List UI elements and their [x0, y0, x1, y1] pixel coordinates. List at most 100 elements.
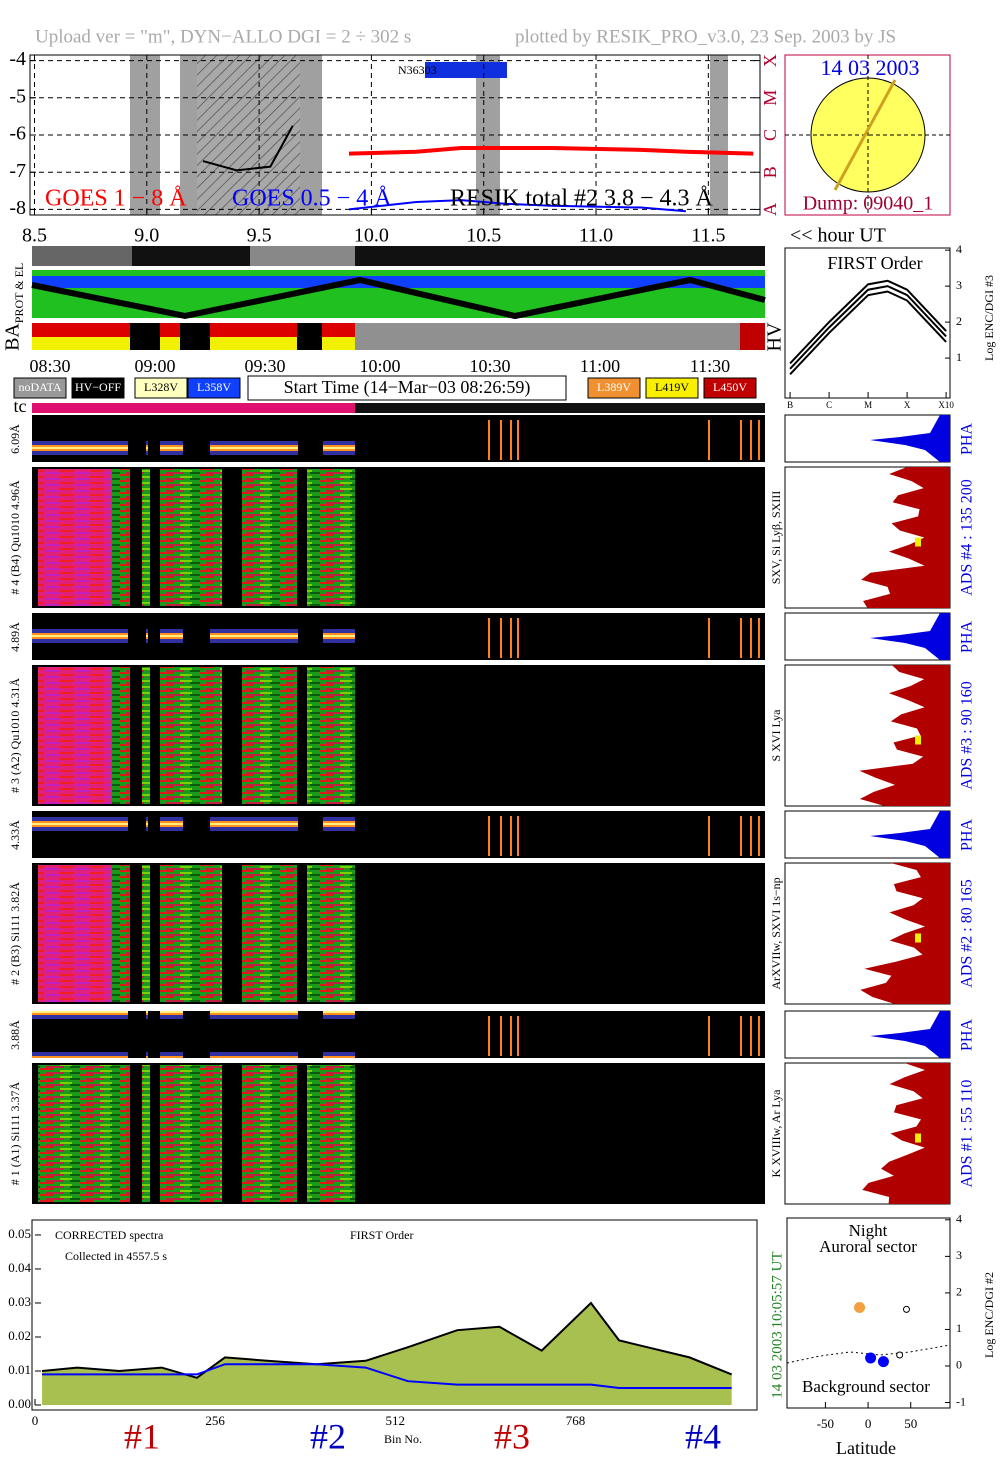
- spectrogram-data: [112, 667, 222, 804]
- y2-tick-label: A: [760, 203, 780, 216]
- x-tick-label: 9.0: [134, 225, 159, 247]
- pha-tick: [758, 618, 760, 658]
- time-label: 11:30: [690, 356, 730, 376]
- y-tick-label: -8: [9, 197, 26, 219]
- annotation: Auroral sector: [819, 1237, 917, 1256]
- tc-label: tc: [14, 396, 27, 416]
- pha-tick: [517, 1016, 519, 1056]
- pha-gap: [298, 613, 323, 660]
- pha-blank: [355, 415, 765, 462]
- channel-label: # 1 (A1) Si111 3.37Å: [8, 1081, 22, 1185]
- x-tick-label: 8.5: [22, 225, 47, 247]
- y-tick-label: 0.05: [8, 1226, 31, 1241]
- x-axis-label: << hour UT: [790, 225, 886, 247]
- ads-label: ADS #2 : 80 165: [959, 879, 976, 987]
- pha-gap: [183, 613, 210, 660]
- legend-entry: GOES 0.5 − 4 Å: [232, 186, 392, 212]
- ads-label: ADS #3 : 90 160: [959, 681, 976, 789]
- header-left: Upload ver = "m", DYN−ALLO DGI = 2 ÷ 302…: [35, 26, 411, 47]
- spectrogram-data: [242, 1065, 297, 1202]
- scatter-point: [902, 1305, 910, 1313]
- x-tick-label: C: [826, 400, 832, 410]
- pha-wavelength: 4.33Å: [8, 820, 22, 850]
- legend-label: L419V: [655, 380, 689, 394]
- ads-marker: [915, 933, 921, 943]
- pha-tick: [750, 1016, 752, 1056]
- x-tick-label: 11.0: [579, 225, 613, 247]
- plot-frame: [29, 54, 761, 216]
- pha-wavelength: 4.89Å: [8, 622, 22, 652]
- y-tick-label: -6: [9, 123, 26, 145]
- y-tick-label: -7: [9, 160, 26, 182]
- strip-orbit: [32, 276, 765, 288]
- pha-histogram: [870, 1011, 950, 1058]
- plot-frame: [786, 1217, 951, 1409]
- y2-tick-label: C: [760, 129, 780, 141]
- y-tick-label: 0.00: [8, 1396, 31, 1411]
- strip-gray: [32, 246, 765, 266]
- strip-hv: [180, 323, 210, 350]
- legend-box: [187, 377, 241, 399]
- spectrogram-data: [242, 469, 297, 606]
- y-axis-label: Log ENC/DGI #2: [982, 1272, 996, 1358]
- pha-wavelength: 3.88Å: [8, 1020, 22, 1050]
- spectrogram-gap: [224, 1063, 242, 1204]
- spectrogram-data: [307, 865, 355, 1002]
- spectrogram-data: [112, 1065, 222, 1202]
- scatter-point: [877, 1356, 889, 1368]
- legend-entry: RESIK total #2 3.8 − 4.3 Å: [450, 186, 714, 212]
- legend-box: [134, 377, 188, 399]
- annotation: Collected in 4557.5 s: [65, 1249, 167, 1263]
- x-axis-label: Latitude: [836, 1438, 896, 1458]
- series-line: [789, 290, 947, 375]
- time-label: 10:00: [359, 356, 400, 376]
- pha-label: PHA: [959, 621, 976, 653]
- y-tick-label: 0: [956, 1358, 962, 1372]
- time-label: 10:30: [469, 356, 510, 376]
- pha-gap: [183, 1011, 210, 1058]
- line-ids: SXV, Si Lyβ, SXIII: [769, 491, 783, 585]
- x-tick-label: 256: [205, 1413, 225, 1428]
- spectrogram-gap: [150, 665, 160, 806]
- legend-box: [645, 377, 699, 399]
- y2-tick-label: M: [760, 90, 780, 106]
- spectrogram-data: [242, 865, 297, 1002]
- series-line: [348, 146, 754, 156]
- tc-strip: [32, 403, 355, 413]
- pha-tick: [750, 420, 752, 460]
- y-tick-label: 2: [956, 314, 962, 328]
- pha-label: PHA: [959, 423, 976, 455]
- boundary-line: [786, 1344, 951, 1364]
- pha-gap: [148, 1011, 160, 1058]
- pha-gap: [183, 811, 210, 858]
- sun-track: [833, 79, 897, 191]
- x-tick-label: 10.5: [466, 225, 501, 247]
- pha-tick: [750, 618, 752, 658]
- sun-date: 14 03 2003: [821, 55, 920, 80]
- y-tick-label: 1: [956, 1321, 962, 1335]
- time-label: 08:30: [29, 356, 70, 376]
- y-tick-label: 3: [956, 1248, 962, 1262]
- x-tick-label: 9.5: [247, 225, 272, 247]
- chart-title: FIRST Order: [827, 253, 922, 273]
- x-tick-label: 50: [904, 1416, 917, 1431]
- scatter-point: [865, 1352, 877, 1364]
- x-tick-label: 11.5: [691, 225, 725, 247]
- pha-tick: [488, 618, 490, 658]
- series-line: [41, 1301, 733, 1379]
- pha-tick: [708, 618, 710, 658]
- pha-histogram: [870, 811, 950, 858]
- pha-tick: [708, 420, 710, 460]
- annotation: N36303: [398, 63, 437, 77]
- ads-label: ADS #4 : 135 200: [959, 479, 976, 595]
- ads-marker: [915, 537, 921, 547]
- y-tick-label: 4: [956, 1212, 962, 1226]
- spectrogram-gap: [224, 467, 242, 608]
- pha-gap: [183, 415, 210, 462]
- prot-label: PROT & EL: [12, 263, 26, 323]
- x-tick-label: B: [787, 400, 793, 410]
- spectrogram-gap: [297, 863, 307, 1004]
- y-axis-label: Log ENC/DGI #3: [982, 275, 996, 361]
- line-ids: ArXVIIw, SXVI 1s−np: [769, 877, 783, 989]
